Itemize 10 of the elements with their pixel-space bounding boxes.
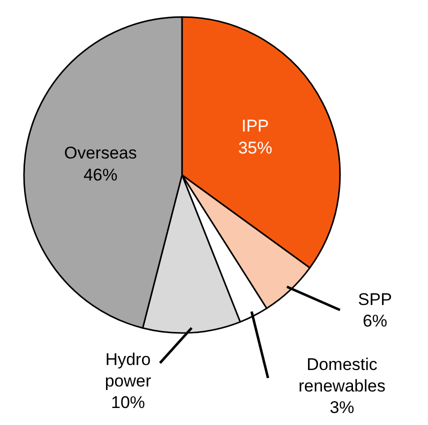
data-label: 35% bbox=[238, 138, 272, 158]
data-label: 6% bbox=[362, 312, 388, 330]
data-label: 46% bbox=[83, 166, 118, 185]
slice-label: SPP bbox=[358, 290, 392, 309]
slice-label: Overseas bbox=[64, 144, 137, 163]
data-label: 3% bbox=[330, 398, 354, 417]
slice-label: IPP bbox=[242, 116, 269, 136]
slice-label: Hydro power bbox=[104, 350, 152, 390]
slice-label: Domestic renewables bbox=[298, 355, 386, 396]
data-label: 10% bbox=[110, 393, 146, 412]
